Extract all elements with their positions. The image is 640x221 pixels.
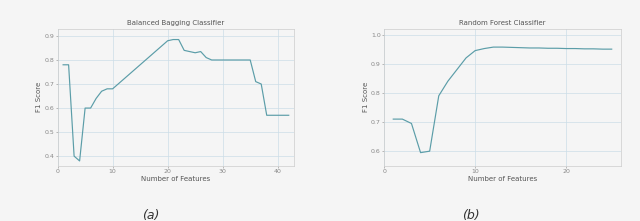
- Y-axis label: F1 Score: F1 Score: [36, 82, 42, 112]
- X-axis label: Number of Features: Number of Features: [141, 176, 211, 182]
- Text: (a): (a): [141, 209, 159, 221]
- Title: Balanced Bagging Classifier: Balanced Bagging Classifier: [127, 20, 225, 26]
- Y-axis label: F1 Score: F1 Score: [363, 82, 369, 112]
- X-axis label: Number of Features: Number of Features: [468, 176, 537, 182]
- Title: Random Forest Classifier: Random Forest Classifier: [460, 20, 546, 26]
- Text: (b): (b): [461, 209, 479, 221]
